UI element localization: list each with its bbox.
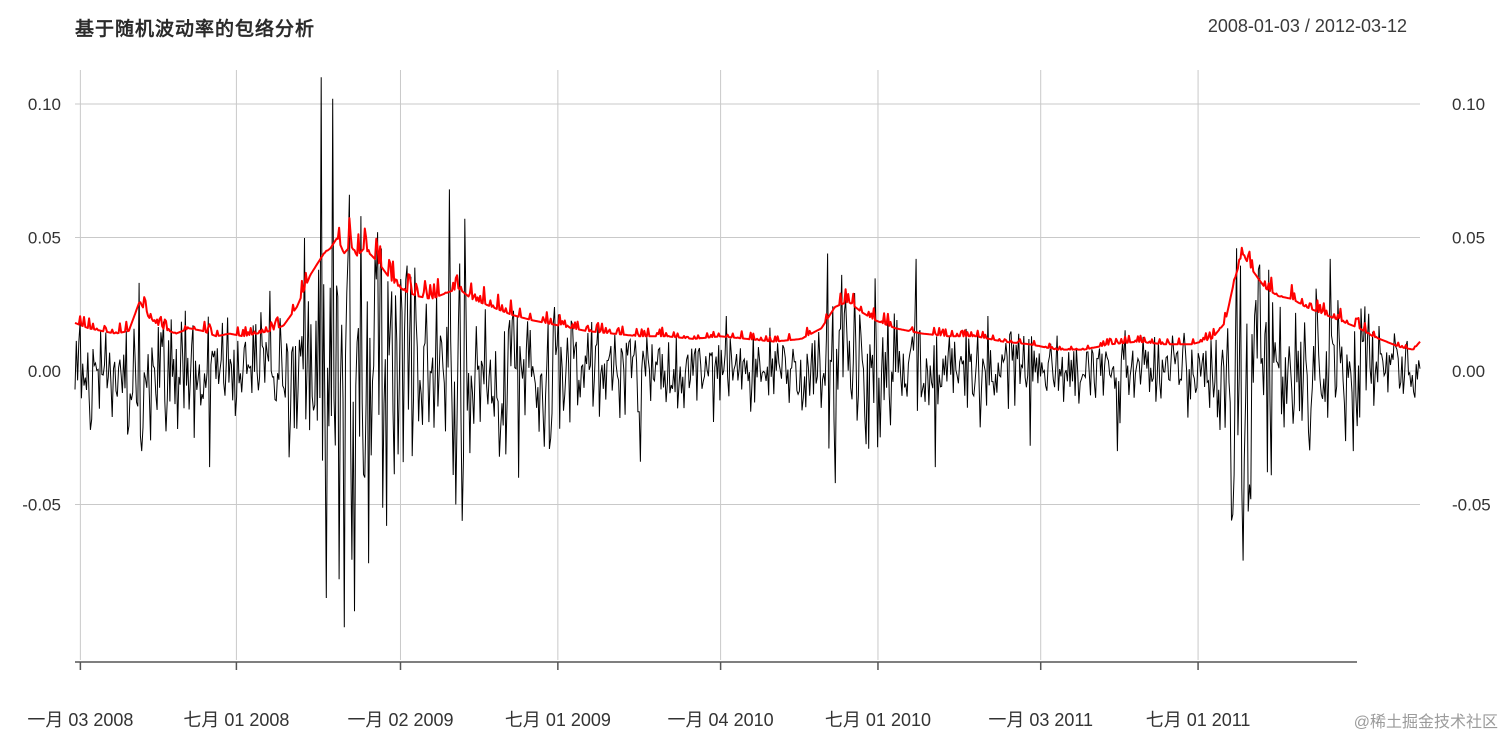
envelope-series: [74, 217, 1421, 351]
watermark: @稀土掘金技术社区: [1353, 714, 1498, 731]
y-axis-label-left: 0.00: [28, 362, 61, 381]
x-axis-label: 七月 01 2010: [825, 710, 931, 730]
x-axis-label: 一月 04 2010: [668, 710, 774, 730]
x-axis-label: 一月 03 2008: [27, 710, 133, 730]
x-axis-label: 一月 03 2011: [988, 710, 1093, 730]
x-axis-label: 七月 01 2009: [505, 710, 611, 730]
y-axis-label-left: -0.05: [22, 496, 61, 515]
returns-series: [74, 77, 1421, 628]
date-range-label: 2008-01-03 / 2012-03-12: [1207, 16, 1407, 36]
y-axis-label-left: 0.05: [28, 229, 61, 248]
y-axis-label-right: 0.10: [1452, 95, 1485, 114]
y-axis-label-left: 0.10: [28, 95, 61, 114]
y-axis-label-right: 0.05: [1452, 229, 1485, 248]
x-axis-label: 七月 01 2008: [183, 710, 289, 730]
x-axis-label: 七月 01 2011: [1146, 710, 1251, 730]
y-axis-label-right: -0.05: [1452, 496, 1491, 515]
y-axis-label-right: 0.00: [1452, 362, 1485, 381]
x-axis-label: 一月 02 2009: [347, 710, 453, 730]
chart-title: 基于随机波动率的包络分析: [75, 19, 316, 40]
